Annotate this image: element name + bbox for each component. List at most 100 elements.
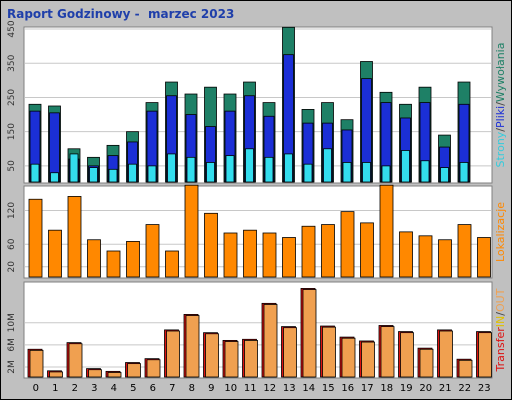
x-tick-label: 15 [322, 383, 335, 394]
bar-strony-8 [186, 156, 196, 183]
bar-lokalizacje-16 [340, 211, 355, 278]
x-tick-label: 8 [189, 383, 195, 394]
side-label-part: / [494, 102, 507, 106]
x-tick-label: 19 [400, 383, 413, 394]
bar-strony-15 [323, 148, 332, 183]
bar-lokalizacje-9 [204, 212, 218, 278]
x-tick-label: 13 [283, 383, 296, 394]
bar-transfer-out-6 [146, 359, 161, 378]
bar-transfer-out-9 [205, 333, 219, 378]
bar-lokalizacje-21 [438, 239, 452, 278]
panel-lokalizacje [23, 185, 493, 279]
bar-lokalizacje-5 [126, 241, 140, 278]
bar-transfer-out-16 [341, 337, 356, 378]
side-label-part: Transfer [494, 327, 507, 373]
bar-transfer-out-19 [400, 332, 414, 378]
bar-lokalizacje-8 [184, 184, 199, 278]
bar-strony-12 [264, 156, 274, 183]
bar-transfer-out-2 [68, 343, 83, 378]
side-label-part: Lokalizacje [494, 202, 507, 262]
bar-transfer-out-5 [127, 363, 141, 378]
bar-lokalizacje-10 [223, 232, 238, 278]
bar-transfer-out-12 [263, 304, 278, 378]
side-label-transfer: TransferIN/OUT [494, 288, 507, 372]
bar-strony-2 [69, 153, 79, 183]
bar-transfer-out-10 [224, 341, 239, 378]
bar-strony-20 [420, 160, 430, 183]
bar-transfer-out-8 [185, 315, 200, 378]
bar-transfer-out-11 [244, 339, 258, 378]
x-tick-label: 6 [150, 383, 156, 394]
y-tick-label: 20 [7, 261, 17, 273]
bar-transfer-out-23 [478, 332, 492, 378]
bar-transfer-out-4 [107, 372, 122, 378]
bar-strony-3 [89, 167, 98, 183]
y-tick-label: 450 [7, 20, 17, 37]
bar-transfer-out-20 [419, 348, 434, 378]
x-tick-label: 14 [302, 383, 315, 394]
x-tick-label: 21 [439, 383, 452, 394]
bar-strony-18 [381, 165, 391, 183]
bar-lokalizacje-0 [28, 198, 43, 278]
bar-strony-6 [147, 165, 157, 183]
bar-transfer-out-15 [322, 326, 336, 378]
bar-transfer-out-18 [380, 326, 395, 378]
bar-strony-16 [342, 162, 352, 183]
bar-lokalizacje-1 [48, 229, 62, 278]
x-tick-label: 18 [380, 383, 393, 394]
x-tick-label: 5 [130, 383, 136, 394]
bar-lokalizacje-6 [145, 224, 160, 278]
x-tick-label: 16 [341, 383, 354, 394]
side-label-part: IN [494, 316, 507, 327]
bar-lokalizacje-4 [106, 250, 121, 278]
bar-lokalizacje-19 [399, 231, 413, 278]
bar-transfer-out-3 [88, 369, 102, 378]
y-tick-label: 50 [7, 160, 17, 172]
y-tick-label: 150 [7, 123, 17, 140]
y-tick-label: 2M [7, 360, 17, 374]
bar-strony-1 [50, 172, 59, 183]
bar-lokalizacje-14 [301, 225, 316, 278]
x-tick-label: 2 [72, 383, 78, 394]
x-tick-label: 9 [208, 383, 214, 394]
y-tick-label: 350 [7, 54, 17, 71]
bar-transfer-out-1 [49, 371, 63, 378]
x-tick-label: 7 [169, 383, 175, 394]
bar-strony-17 [362, 162, 371, 183]
bar-transfer-out-22 [458, 359, 473, 378]
x-tick-label: 3 [91, 383, 97, 394]
bar-lokalizacje-17 [360, 222, 374, 278]
bar-lokalizacje-22 [457, 224, 472, 278]
y-tick-label: 6M [7, 338, 17, 352]
side-label-part: Strony [494, 131, 507, 167]
bar-lokalizacje-11 [243, 229, 257, 278]
panel-transfer [23, 281, 493, 379]
side-label-lokalizacje: Lokalizacje [494, 202, 507, 262]
x-tick-label: 11 [244, 383, 257, 394]
y-tick-label: 10M [7, 313, 17, 332]
y-tick-label: 60 [7, 238, 17, 250]
bar-lokalizacje-2 [67, 196, 82, 278]
bar-strony-0 [30, 163, 40, 183]
bar-strony-13 [284, 153, 293, 183]
x-tick-label: 17 [361, 383, 374, 394]
bar-lokalizacje-7 [165, 250, 179, 278]
side-label-part: Pliki [494, 106, 507, 128]
x-tick-label: 0 [33, 383, 39, 394]
y-tick-label: 120 [7, 202, 17, 219]
x-tick-label: 22 [458, 383, 471, 394]
x-tick-label: 1 [52, 383, 58, 394]
chart-title: Raport Godzinowy - marzec 2023 [7, 7, 235, 21]
bar-lokalizacje-12 [262, 232, 277, 278]
bar-lokalizacje-3 [87, 239, 101, 278]
x-tick-label: 23 [478, 383, 491, 394]
x-tick-label: 20 [419, 383, 432, 394]
bar-strony-11 [245, 148, 254, 183]
bar-transfer-out-17 [361, 341, 375, 378]
bar-lokalizacje-23 [477, 237, 491, 278]
side-label-part: OUT [494, 288, 507, 312]
side-label-part: / [494, 128, 507, 132]
bar-strony-14 [303, 163, 313, 183]
bar-strony-9 [206, 162, 215, 183]
